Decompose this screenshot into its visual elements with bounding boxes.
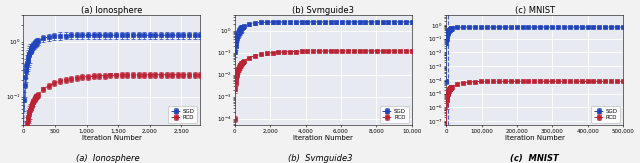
X-axis label: Iteration Number: Iteration Number xyxy=(293,135,353,141)
X-axis label: Iteration Number: Iteration Number xyxy=(505,135,564,141)
Text: (b)  Svmguide3: (b) Svmguide3 xyxy=(288,154,352,163)
Text: (a)  Ionosphere: (a) Ionosphere xyxy=(76,154,140,163)
X-axis label: Iteration Number: Iteration Number xyxy=(82,135,142,141)
Title: (a) Ionosphere: (a) Ionosphere xyxy=(81,6,143,15)
Legend: SGD, RCD: SGD, RCD xyxy=(591,106,620,123)
Text: (c)  MNIST: (c) MNIST xyxy=(510,154,559,163)
Title: (b) Svmguide3: (b) Svmguide3 xyxy=(292,6,355,15)
Legend: SGD, RCD: SGD, RCD xyxy=(380,106,409,123)
Title: (c) MNIST: (c) MNIST xyxy=(515,6,555,15)
Legend: SGD, RCD: SGD, RCD xyxy=(168,106,198,123)
